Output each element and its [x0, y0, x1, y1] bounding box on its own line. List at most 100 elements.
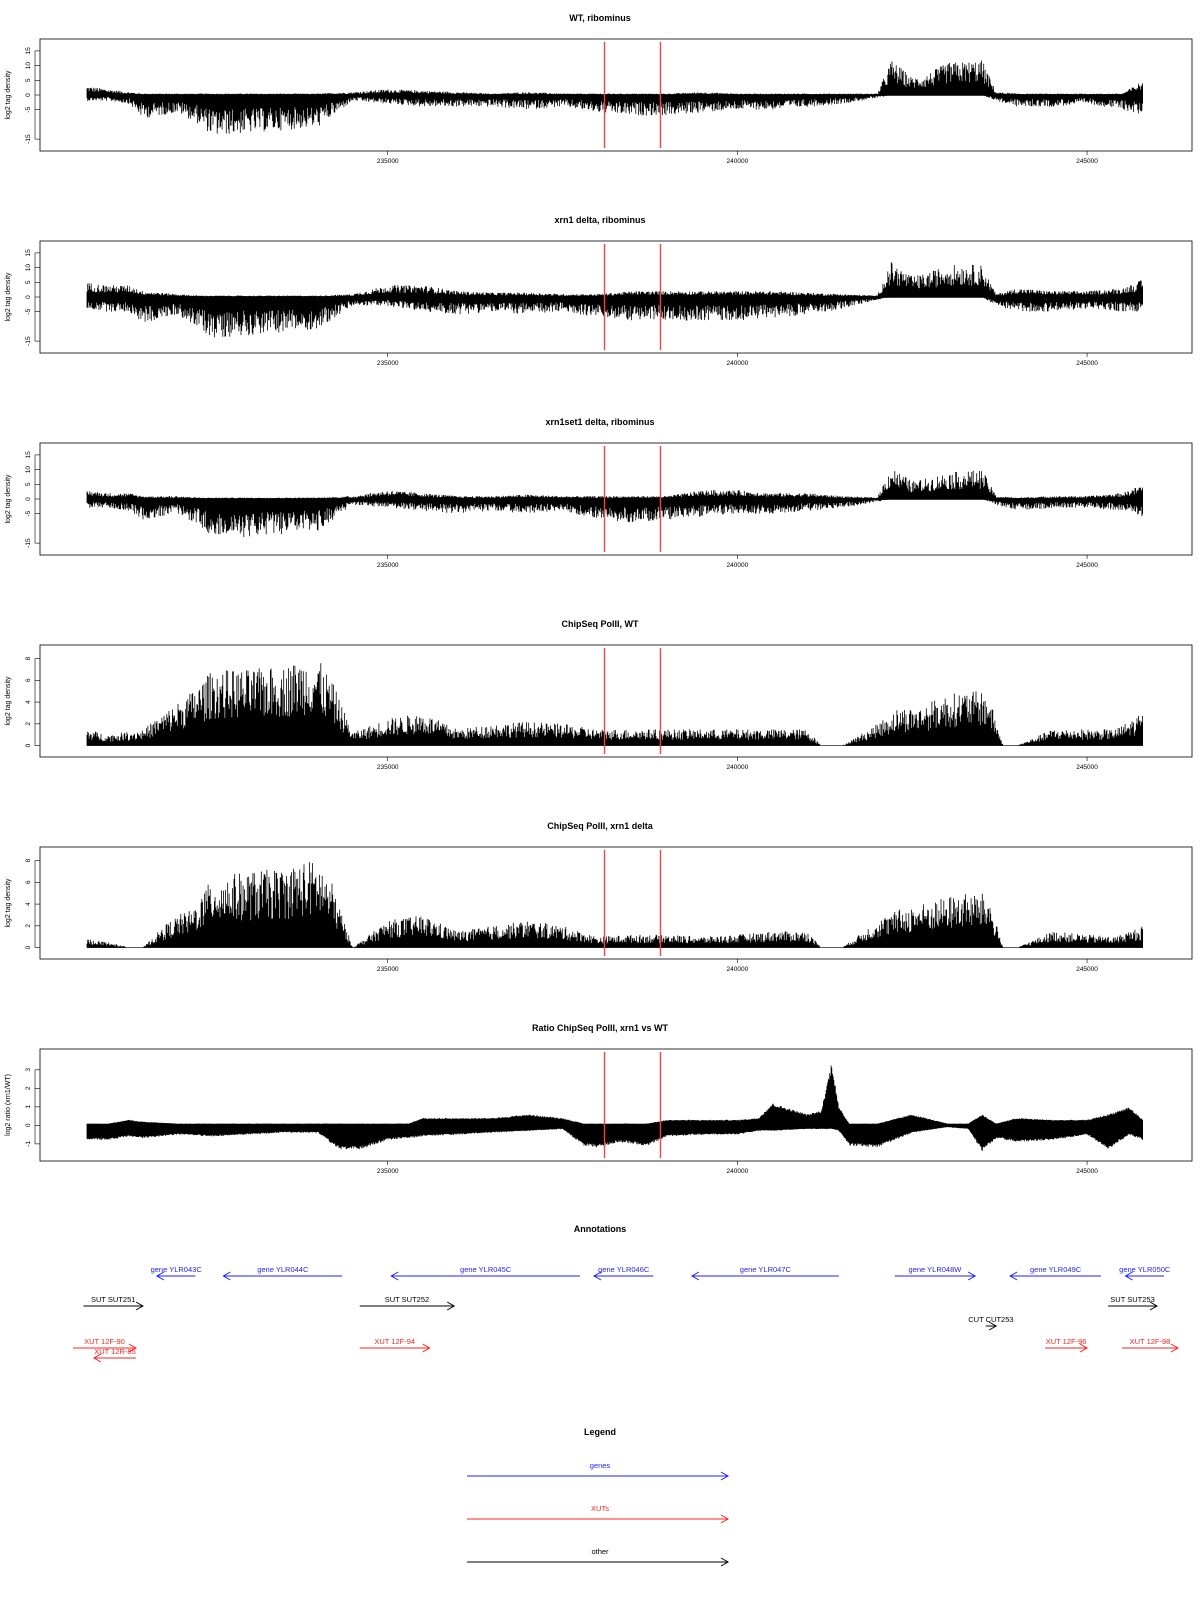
x-tick-label: 240000 [727, 764, 749, 771]
legend-entry-genes: genes [467, 1461, 730, 1481]
chart-panel-2: xrn1 delta, ribominus -15 -5 0 5 10 15 log2 tag… [5, 215, 1193, 367]
annotation-feature: XUT 12F-94 [359, 1337, 431, 1353]
annotation-feature: gene YLR050C [1119, 1265, 1171, 1281]
feature-arrow-head [1009, 1271, 1018, 1281]
x-tick-label: 245000 [1076, 360, 1098, 367]
x-tick-label: 235000 [377, 966, 399, 973]
x-tick-label: 240000 [727, 562, 749, 569]
feature-arrow-head [1170, 1343, 1179, 1353]
annotations-panel: Annotations gene YLR043C gene YLR044C gene … [73, 1224, 1179, 1363]
annotation-feature: XUT 12R-85 [92, 1347, 136, 1363]
y-tick-label: 2 [25, 722, 32, 726]
annotation-feature: SUT SUT253 [1108, 1295, 1158, 1311]
annotation-label: SUT SUT252 [385, 1295, 429, 1304]
annotation-label: gene YLR049C [1030, 1265, 1082, 1274]
y-axis-label: log2 tag density [5, 474, 12, 524]
y-tick-label: -5 [25, 106, 32, 112]
feature-arrow-head [390, 1271, 399, 1281]
panel-title: xrn1 delta, ribominus [554, 215, 645, 225]
annotation-label: XUT 12R-85 [94, 1347, 136, 1356]
y-tick-label: 0 [25, 295, 32, 299]
feature-arrow-head [1149, 1301, 1158, 1311]
panel-title: WT, ribominus [569, 13, 631, 23]
y-tick-label: 0 [25, 945, 32, 949]
y-tick-label: 5 [25, 280, 32, 284]
annotation-label: SUT SUT251 [91, 1295, 135, 1304]
legend-entry-other: other [467, 1547, 730, 1567]
y-tick-label: 15 [25, 249, 32, 257]
chart-panel-6: Ratio ChipSeq PolII, xrn1 vs WT -1 0 1 2 3 log… [5, 1023, 1193, 1175]
annotation-feature: CUT CUT253 [968, 1315, 1014, 1331]
y-tick-label: 8 [25, 656, 32, 660]
panel-title: Ratio ChipSeq PolII, xrn1 vs WT [532, 1023, 669, 1033]
feature-arrow-head [967, 1271, 977, 1281]
y-tick-label: -5 [25, 308, 32, 314]
signal-trace [86, 470, 1143, 537]
annotation-feature: XUT 12F-90 [73, 1337, 137, 1353]
y-tick-label: -15 [25, 134, 32, 144]
signal-trace [86, 60, 1143, 134]
y-tick-label: 15 [25, 47, 32, 55]
y-tick-label: 0 [25, 743, 32, 747]
annotation-label: gene YLR048W [909, 1265, 963, 1274]
panel-frame [39, 846, 1193, 960]
legend-title: Legend [584, 1427, 616, 1437]
y-tick-label: 5 [25, 482, 32, 486]
annotation-feature: gene YLR046C [593, 1265, 654, 1281]
y-tick-label: 0 [25, 1123, 32, 1127]
y-axis-label: log2 tag density [5, 272, 12, 322]
annotation-label: XUT 12F-90 [84, 1337, 125, 1346]
feature-arrow-head [720, 1557, 730, 1567]
legend-entry-xuts: XUTs [467, 1504, 730, 1524]
annotation-feature: SUT SUT251 [83, 1295, 144, 1311]
signal-trace [86, 663, 1143, 746]
annotation-label: gene YLR044C [257, 1265, 309, 1274]
signal-trace [86, 1065, 1143, 1151]
x-tick-label: 240000 [727, 966, 749, 973]
legend-label: other [591, 1547, 609, 1556]
annotation-label: gene YLR045C [460, 1265, 512, 1274]
annotation-feature: gene YLR044C [222, 1265, 343, 1281]
annotation-feature: SUT SUT252 [359, 1295, 456, 1311]
annotation-feature: gene YLR043C [151, 1265, 203, 1281]
signal-series [86, 1065, 1143, 1151]
signal-trace [86, 262, 1143, 338]
annotation-feature: XUT 12F-98 [1122, 1337, 1179, 1353]
feature-arrow-head [1124, 1271, 1133, 1281]
annotation-label: gene YLR047C [740, 1265, 792, 1274]
signal-series [86, 862, 1143, 948]
signal-series [86, 60, 1143, 134]
chart-panel-4: ChipSeq PolII, WT 0 2 4 6 8 log2 tag density 23… [5, 619, 1193, 771]
x-tick-label: 235000 [377, 1168, 399, 1175]
y-tick-label: -15 [25, 336, 32, 346]
y-tick-label: -15 [25, 538, 32, 548]
x-tick-label: 235000 [377, 764, 399, 771]
y-tick-label: 8 [25, 858, 32, 862]
chart-panel-3: xrn1set1 delta, ribominus -15 -5 0 5 10 15 log2… [5, 417, 1193, 569]
annotation-label: gene YLR043C [151, 1265, 203, 1274]
annotation-label: XUT 12F-94 [374, 1337, 415, 1346]
annotation-feature: gene YLR048W [894, 1265, 977, 1281]
x-tick-label: 245000 [1076, 966, 1098, 973]
y-tick-label: 4 [25, 902, 32, 906]
annotations-title: Annotations [574, 1224, 627, 1234]
annotation-label: SUT SUT253 [1110, 1295, 1154, 1304]
annotation-feature: gene YLR045C [390, 1265, 581, 1281]
x-tick-label: 245000 [1076, 1168, 1098, 1175]
feature-arrow-head [155, 1271, 165, 1281]
feature-arrow-head [422, 1343, 431, 1353]
feature-arrow-head [222, 1271, 231, 1281]
y-tick-label: 2 [25, 1086, 32, 1090]
signal-series [86, 663, 1143, 746]
y-tick-label: 15 [25, 451, 32, 459]
panel-title: ChipSeq PolII, WT [562, 619, 639, 629]
y-tick-label: 10 [25, 62, 32, 70]
y-tick-label: 0 [25, 497, 32, 501]
y-axis-label: log2 ratio (xrn1/WT) [5, 1074, 12, 1136]
annotation-label: XUT 12F-98 [1130, 1337, 1171, 1346]
annotation-feature: gene YLR047C [690, 1265, 839, 1281]
feature-arrow-head [128, 1343, 137, 1353]
x-tick-label: 240000 [727, 158, 749, 165]
x-tick-label: 235000 [377, 562, 399, 569]
